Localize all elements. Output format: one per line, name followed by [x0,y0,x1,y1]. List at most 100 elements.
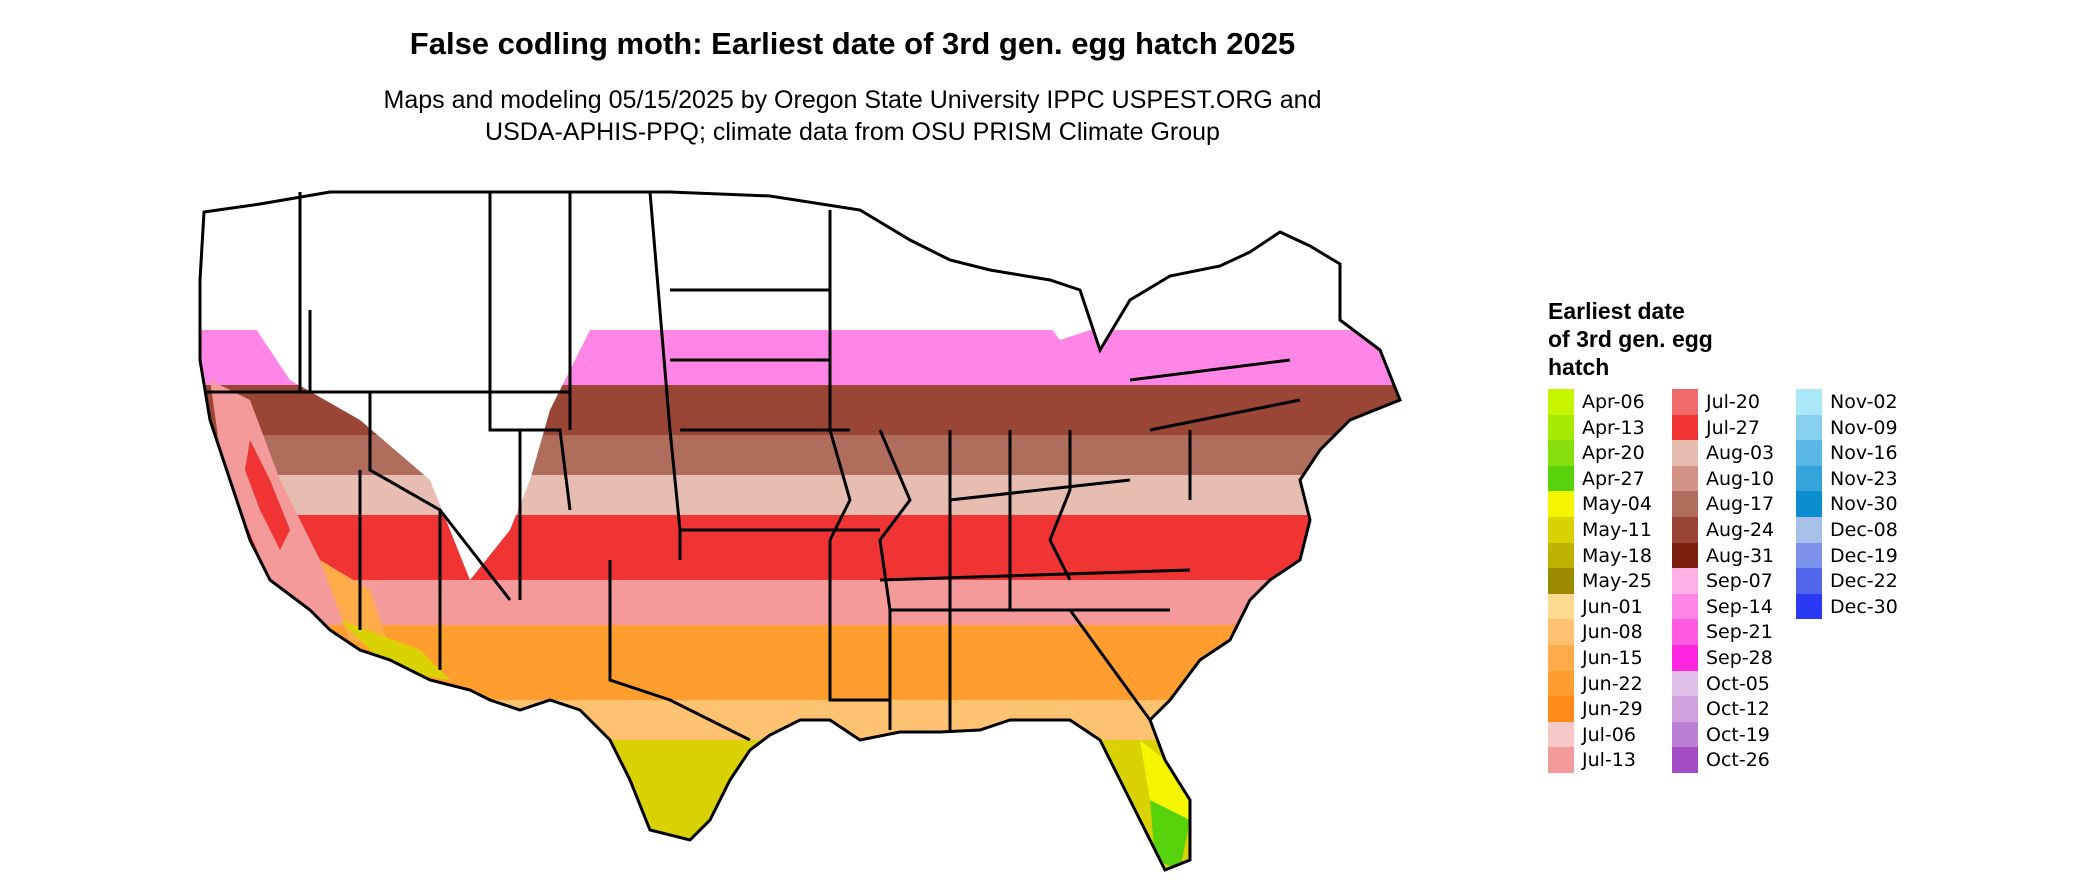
legend-swatch [1548,721,1574,748]
legend-item: Jun-22 [1548,670,1668,697]
legend-item: Jul-06 [1548,721,1668,748]
legend-swatch [1548,644,1574,671]
legend-swatch [1548,670,1574,697]
legend-item: Aug-10 [1672,465,1792,492]
legend-item: Sep-07 [1672,568,1792,594]
legend-swatch [1672,644,1698,671]
legend-swatch [1672,516,1698,543]
legend-swatch [1796,516,1822,543]
legend-label: Nov-30 [1830,493,1898,516]
legend-swatch [1548,414,1574,441]
legend-swatch [1796,465,1822,492]
legend-label: Oct-12 [1706,698,1770,721]
legend-item: Dec-08 [1796,516,1916,543]
legend-swatch [1548,465,1574,492]
legend-label: Apr-13 [1582,416,1645,439]
legend-item: Jun-29 [1548,696,1668,722]
map-title: False codling moth: Earliest date of 3rd… [409,26,1296,61]
legend-item: Dec-22 [1796,568,1916,594]
legend-item: Nov-23 [1796,465,1916,492]
legend-item: Jun-15 [1548,644,1668,671]
legend-label: May-04 [1582,493,1652,516]
legend-item: Apr-06 [1548,389,1668,415]
legend-label: Jun-01 [1582,595,1643,618]
legend-label: Jul-13 [1582,749,1636,772]
legend-swatch [1672,747,1698,773]
legend-swatch [1672,593,1698,620]
legend-label: Apr-20 [1582,442,1645,465]
legend-item: Jul-20 [1672,389,1792,415]
legend-swatch [1548,491,1574,517]
legend-item: Aug-17 [1672,491,1792,517]
legend-item: May-04 [1548,491,1668,517]
legend-item: Jun-08 [1548,619,1668,645]
legend-item: May-18 [1548,542,1668,569]
legend-column-2: Jul-20 Jul-27 Aug-03 Aug-10 Aug-17 Aug-24 Aug-… [1672,389,1792,773]
legend-label: Apr-06 [1582,391,1645,413]
legend-label: Aug-31 [1706,544,1775,567]
legend-label: Dec-30 [1830,595,1898,618]
legend-label: Oct-05 [1706,672,1770,695]
legend-label: Nov-02 [1830,391,1898,413]
legend-swatch [1548,747,1574,773]
legend-label: Oct-19 [1706,723,1770,746]
subtitle-line-2: USDA-APHIS-PPQ; climate data from OSU PR… [485,118,1220,146]
legend-item: Sep-21 [1672,619,1792,645]
legend-title-line-2: of 3rd gen. egg [1548,326,1713,352]
legend-column-1: Apr-06 Apr-13 Apr-20 Apr-27 May-04 May-11 May-… [1548,389,1668,773]
legend-item: Apr-27 [1548,465,1668,492]
legend-item: Jul-27 [1672,414,1792,441]
legend-swatch [1672,568,1698,594]
legend-swatch [1796,491,1822,517]
legend-label: Nov-16 [1830,442,1898,465]
legend-item: Oct-05 [1672,670,1792,697]
legend-item: Sep-14 [1672,593,1792,620]
legend-label: Jul-06 [1582,723,1636,746]
legend-label: Sep-28 [1706,646,1773,669]
legend-swatch [1672,670,1698,697]
legend-title-line-1: Earliest date [1548,298,1685,324]
legend-label: Jun-15 [1582,646,1643,669]
legend-item: Oct-19 [1672,721,1792,748]
legend-item: Sep-28 [1672,644,1792,671]
legend-label: Jul-20 [1706,391,1760,413]
legend-title-line-3: hatch [1548,354,1610,380]
legend-label: Aug-03 [1706,442,1775,465]
legend-item: May-11 [1548,516,1668,543]
legend-label: Aug-10 [1706,467,1775,490]
legend-label: Dec-19 [1830,544,1898,567]
legend-label: Jun-22 [1582,672,1643,695]
legend-title: Earliest date of 3rd gen. egg hatch [1548,297,1778,381]
legend-label: May-25 [1582,570,1652,593]
legend-item: Dec-30 [1796,593,1916,620]
legend-swatch [1548,568,1574,594]
legend-label: Jun-29 [1582,698,1643,721]
legend-label: Jun-08 [1582,621,1643,644]
legend-swatch [1796,389,1822,415]
legend-label: Sep-21 [1706,621,1773,644]
legend-label: Aug-24 [1706,518,1775,541]
legend-swatch [1672,542,1698,569]
legend-item: Nov-09 [1796,414,1916,441]
legend-item: Jul-13 [1548,747,1668,773]
legend-item: Oct-26 [1672,747,1792,773]
us-map [198,190,1402,872]
legend-label: Nov-23 [1830,467,1898,490]
legend-swatch [1548,593,1574,620]
legend-label: Aug-17 [1706,493,1775,516]
legend-swatch [1672,619,1698,645]
legend-swatch [1548,389,1574,415]
legend-swatch [1672,389,1698,415]
legend-item: Apr-20 [1548,440,1668,466]
legend-label: Oct-26 [1706,749,1770,772]
legend-swatch [1796,440,1822,466]
legend-swatch [1548,696,1574,722]
legend-swatch [1672,414,1698,441]
legend-label: Apr-27 [1582,467,1645,490]
state-boundaries [198,190,1402,872]
legend-item: Nov-16 [1796,440,1916,466]
legend-item: Oct-12 [1672,696,1792,722]
legend-item: Jun-01 [1548,593,1668,620]
subtitle-line-1: Maps and modeling 05/15/2025 by Oregon S… [383,86,1322,114]
legend-swatch [1548,440,1574,466]
